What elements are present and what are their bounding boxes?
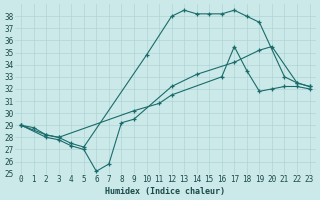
X-axis label: Humidex (Indice chaleur): Humidex (Indice chaleur) — [105, 187, 225, 196]
